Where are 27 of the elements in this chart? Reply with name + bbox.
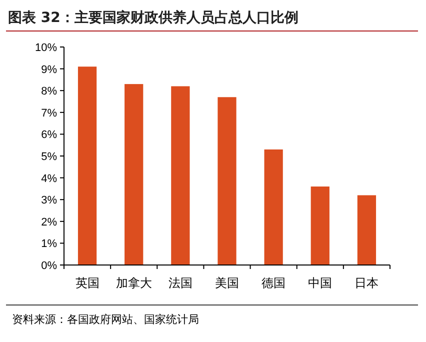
y-tick-label: 3% — [41, 194, 58, 207]
x-tick-label: 日本 — [354, 276, 379, 290]
y-tick-label: 5% — [41, 151, 58, 163]
y-tick-label: 8% — [41, 86, 58, 98]
bar — [171, 86, 190, 265]
y-tick-label: 6% — [41, 129, 58, 142]
x-tick-label: 德国 — [262, 276, 286, 290]
y-tick-label: 9% — [41, 64, 58, 76]
y-tick-label: 0% — [41, 260, 58, 272]
bar — [264, 149, 283, 265]
bar — [218, 97, 236, 265]
y-tick-label: 10% — [34, 42, 58, 54]
x-tick-label: 美国 — [215, 276, 239, 290]
bar — [310, 186, 330, 265]
text: 资料来源：各国政府网站、国家统计局 — [12, 313, 199, 326]
bar — [124, 84, 144, 265]
y-tick-label: 4% — [41, 172, 58, 185]
chart-title: 图表 32：主要国家财政供养人员占总人口比例 — [8, 9, 298, 26]
bar — [357, 195, 376, 265]
y-tick-label: 7% — [41, 107, 58, 120]
y-tick-label: 2% — [41, 216, 58, 228]
x-tick-label: 加拿大 — [116, 276, 152, 290]
x-tick-label: 英国 — [75, 276, 100, 290]
x-tick-label: 法国 — [168, 276, 192, 290]
x-tick-label: 中国 — [308, 276, 332, 290]
bar — [78, 66, 97, 265]
y-tick-label: 1% — [41, 238, 58, 250]
